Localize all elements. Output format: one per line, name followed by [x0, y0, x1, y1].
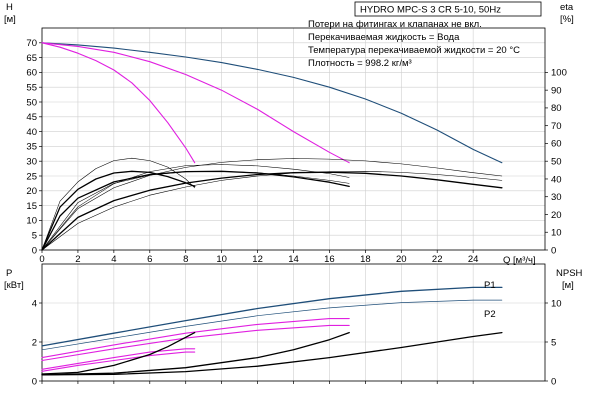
x-tick-label: 10 [216, 254, 227, 265]
y-left-tick-label: 10 [26, 216, 37, 227]
y-right-tick-label: 5 [551, 337, 556, 348]
series-line-6 [41, 158, 503, 251]
x-tick-label: 4 [111, 254, 116, 265]
efficiency-axis-unit: [%] [560, 14, 574, 25]
y-right-tick-label: 20 [551, 210, 562, 221]
y-right-tick-label: 80 [551, 103, 562, 114]
y-left-tick-label: 25 [26, 171, 37, 182]
annotation-fittings: Потери на фитингах и клапанах не вкл. [308, 19, 482, 30]
series-line-1 [41, 42, 350, 164]
series-line-6 [41, 331, 503, 376]
series-line-4 [41, 170, 350, 251]
x-tick-label: 22 [432, 254, 443, 265]
y-right-tick-label: 0 [551, 245, 556, 256]
series-line-5 [41, 351, 196, 372]
series-line-p2 [41, 299, 503, 351]
y-left-tick-label: 35 [26, 142, 37, 153]
chart-title-box: HYDRO MPC-S 3 CR 5-10, 50Hz [354, 1, 542, 17]
series-line-p1 [41, 286, 503, 347]
y-left-tick-label: 20 [26, 186, 37, 197]
power-axis-title: P [6, 268, 12, 279]
y-left-tick-label: 30 [26, 157, 37, 168]
annotation-block: Потери на фитингах и клапанах не вкл. Пе… [308, 19, 520, 69]
npsh-axis-title: NPSH [556, 268, 583, 279]
y-right-tick-label: 10 [551, 298, 562, 309]
y-left-tick-label: 0 [32, 245, 37, 256]
y-right-tick-label: 100 [551, 68, 567, 79]
panel-1: 0 2 4 0 5 10 [32, 263, 562, 387]
y-left-tick-label: 15 [26, 201, 37, 212]
x-tick-label: 0 [39, 254, 44, 265]
series-line-7 [41, 331, 350, 376]
series-line-0 [41, 42, 503, 164]
y-left-tick-label: 70 [26, 38, 37, 49]
y-left-tick-label: 40 [26, 127, 37, 138]
y-right-tick-label: 10 [551, 228, 562, 239]
y-left-tick-label: 4 [32, 298, 37, 309]
title-frame [354, 1, 542, 17]
annotation-density: Плотность = 998.2 кг/м³ [308, 58, 412, 69]
y-right-tick-label: 50 [551, 157, 562, 168]
x-tick-label: 14 [288, 254, 299, 265]
x-tick-label: 18 [360, 254, 371, 265]
y-left-tick-label: 45 [26, 112, 37, 123]
power-axis-unit: [кВт] [4, 280, 24, 291]
chart-title: HYDRO MPC-S 3 CR 5-10, 50Hz [360, 5, 501, 16]
x-tick-label: 20 [396, 254, 407, 265]
efficiency-axis-title: eta [560, 2, 574, 13]
y-left-tick-label: 50 [26, 97, 37, 108]
panel-0: 0 2 4 6 8 10 12 14 16 18 20 22 240510152025303540455… [26, 27, 567, 265]
series-line-3 [41, 324, 350, 362]
series-line-2 [41, 42, 196, 164]
series-line-8 [41, 157, 195, 251]
series-line-5 [41, 170, 196, 251]
series-line-10 [41, 171, 350, 251]
head-axis-title: H [6, 2, 13, 13]
y-right-tick-label: 60 [551, 139, 562, 150]
y-left-tick-label: 0 [32, 376, 37, 387]
series-label-p1: P1 [484, 280, 496, 291]
x-tick-label: 16 [324, 254, 335, 265]
head-axis-unit: [м] [4, 14, 16, 25]
series-line-7 [41, 164, 350, 251]
series-line-3 [41, 171, 503, 251]
y-left-tick-label: 60 [26, 68, 37, 79]
flow-axis-title: Q [м³/ч] [503, 255, 536, 266]
npsh-axis-unit: [м] [562, 280, 574, 291]
y-left-tick-label: 65 [26, 53, 37, 64]
y-right-tick-label: 90 [551, 85, 562, 96]
series-label-p2: P2 [484, 309, 496, 320]
y-right-tick-label: 30 [551, 192, 562, 203]
x-tick-label: 12 [252, 254, 263, 265]
y-left-tick-label: 5 [32, 231, 37, 242]
series-line-8 [41, 331, 196, 375]
y-left-tick-label: 55 [26, 83, 37, 94]
y-left-tick-label: 2 [32, 337, 37, 348]
x-tick-label: 8 [183, 254, 188, 265]
y-right-tick-label: 70 [551, 121, 562, 132]
annotation-fluid: Перекачиваемая жидкость = Вода [308, 32, 460, 43]
x-tick-label: 24 [468, 254, 479, 265]
y-right-tick-label: 40 [551, 174, 562, 185]
x-tick-label: 6 [147, 254, 152, 265]
annotation-temperature: Температура перекачиваемой жидкости = 20… [308, 45, 520, 56]
series-line-4 [41, 348, 196, 370]
x-tick-label: 2 [75, 254, 80, 265]
series-line-2 [41, 318, 350, 359]
y-right-tick-label: 0 [551, 376, 556, 387]
